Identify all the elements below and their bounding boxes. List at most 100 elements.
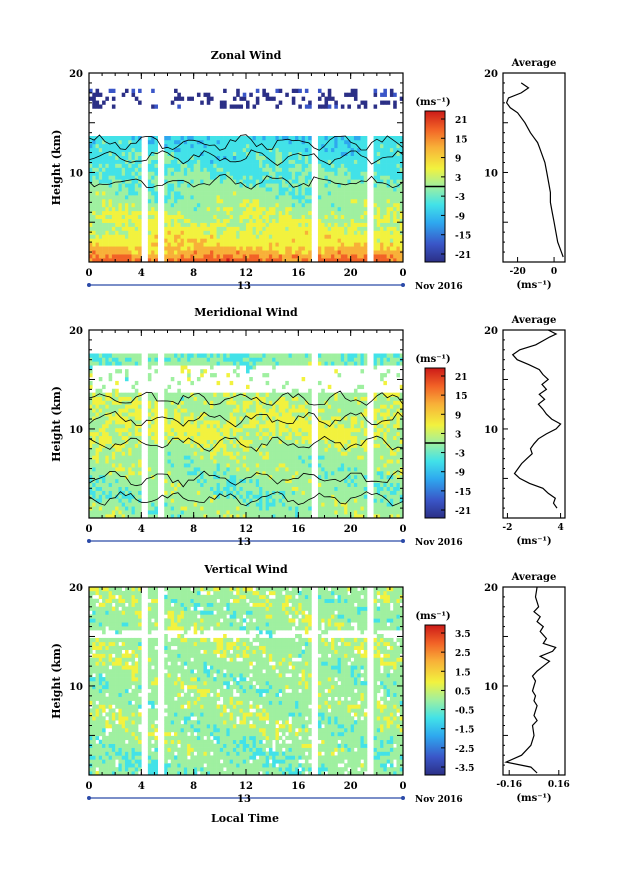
heatmap-cell bbox=[262, 155, 266, 160]
x-tick-label: 20 bbox=[344, 268, 358, 279]
heatmap-cell bbox=[128, 502, 132, 507]
heatmap-cell bbox=[347, 147, 351, 153]
heatmap-cell bbox=[223, 242, 227, 247]
heatmap-cell bbox=[327, 482, 332, 487]
heatmap-cell bbox=[180, 206, 185, 212]
heatmap-cell bbox=[138, 163, 142, 168]
heatmap-cell bbox=[118, 435, 123, 440]
heatmap-cell bbox=[350, 439, 355, 444]
heatmap-cell bbox=[206, 258, 211, 263]
heatmap-cell bbox=[249, 136, 253, 141]
heatmap-cell bbox=[344, 494, 348, 499]
heatmap-cell bbox=[200, 100, 204, 105]
heatmap-cell bbox=[190, 143, 194, 149]
heatmap-cell bbox=[210, 206, 214, 212]
heatmap-cell bbox=[213, 451, 217, 456]
heatmap-cell bbox=[187, 443, 191, 448]
heatmap-cell bbox=[255, 175, 260, 180]
heatmap-cell bbox=[138, 230, 142, 235]
heatmap-cell bbox=[102, 435, 106, 440]
heatmap-cell bbox=[255, 242, 260, 247]
heatmap-cell bbox=[373, 463, 378, 468]
heatmap-cell bbox=[246, 104, 250, 109]
heatmap-cell bbox=[180, 502, 185, 507]
heatmap-cell bbox=[285, 218, 289, 223]
heatmap-cell bbox=[134, 210, 139, 216]
heatmap-cell bbox=[301, 195, 306, 200]
heatmap-cell bbox=[92, 246, 96, 251]
heatmap-cell bbox=[203, 443, 208, 448]
heatmap-cell bbox=[285, 179, 289, 184]
heatmap-cell bbox=[174, 463, 178, 468]
heatmap-cell bbox=[347, 187, 351, 192]
heatmap-cell bbox=[223, 159, 227, 164]
heatmap-cell bbox=[344, 187, 348, 192]
heatmap-cell bbox=[193, 510, 198, 515]
heatmap-cell bbox=[180, 202, 185, 208]
heatmap-cell bbox=[206, 222, 211, 227]
heatmap-cell bbox=[115, 478, 119, 484]
heatmap-cell bbox=[213, 218, 217, 223]
heatmap-cell bbox=[232, 514, 237, 519]
heatmap-cell bbox=[249, 218, 253, 223]
heatmap-cell bbox=[386, 195, 391, 200]
heatmap-cell bbox=[174, 139, 178, 145]
heatmap-cell bbox=[128, 139, 132, 145]
heatmap-cell bbox=[373, 187, 378, 192]
heatmap-cell bbox=[151, 167, 155, 172]
heatmap-cell bbox=[357, 447, 361, 452]
heatmap-cell bbox=[399, 206, 404, 212]
heatmap-cell bbox=[242, 167, 247, 172]
heatmap-cell bbox=[196, 202, 201, 208]
heatmap-cell bbox=[236, 482, 240, 487]
heatmap-cell bbox=[229, 218, 234, 223]
heatmap-cell bbox=[386, 222, 391, 227]
heatmap-cell bbox=[174, 147, 178, 153]
heatmap-cell bbox=[111, 459, 116, 464]
heatmap-cell bbox=[124, 199, 129, 204]
heatmap-cell bbox=[262, 88, 266, 93]
heatmap-cell bbox=[353, 510, 358, 515]
heatmap-cell bbox=[249, 490, 253, 495]
heatmap-cell bbox=[399, 478, 404, 484]
heatmap-cell bbox=[236, 202, 240, 208]
heatmap-cell bbox=[272, 151, 276, 156]
heatmap-cell bbox=[108, 443, 113, 448]
heatmap-cell bbox=[252, 246, 257, 251]
heatmap-cell bbox=[252, 175, 257, 180]
heatmap-cell bbox=[389, 167, 394, 172]
heatmap-cell bbox=[353, 226, 358, 231]
heatmap-cell bbox=[376, 471, 381, 476]
heatmap-cell bbox=[124, 459, 129, 464]
heatmap-cell bbox=[200, 151, 204, 156]
heatmap-cell bbox=[105, 191, 109, 196]
heatmap-cell bbox=[89, 242, 93, 247]
heatmap-cell bbox=[151, 179, 155, 184]
heatmap-cell bbox=[242, 474, 247, 480]
heatmap-cell bbox=[249, 502, 253, 507]
heatmap-cell bbox=[95, 474, 100, 480]
heatmap-cell bbox=[262, 187, 266, 192]
heatmap-cell bbox=[219, 451, 224, 456]
heatmap-cell bbox=[249, 510, 253, 515]
average-y-tick-label: 10 bbox=[484, 168, 498, 179]
heatmap-cell bbox=[174, 471, 178, 476]
heatmap-cell bbox=[223, 474, 227, 480]
heatmap-cell bbox=[98, 195, 103, 200]
heatmap-cell bbox=[268, 474, 273, 480]
heatmap-cell bbox=[288, 443, 293, 448]
heatmap-cell bbox=[396, 151, 401, 156]
heatmap-cell bbox=[89, 463, 93, 468]
heatmap-cell bbox=[154, 163, 158, 168]
heatmap-cell bbox=[360, 199, 365, 204]
heatmap-cell bbox=[170, 151, 175, 156]
heatmap-cell bbox=[386, 246, 391, 251]
heatmap-cell bbox=[350, 510, 355, 515]
heatmap-cell bbox=[210, 498, 214, 503]
heatmap-cell bbox=[350, 447, 355, 452]
heatmap-cell bbox=[383, 139, 387, 145]
heatmap-cell bbox=[399, 218, 404, 223]
heatmap-cell bbox=[380, 482, 384, 487]
heatmap-cell bbox=[206, 482, 211, 487]
heatmap-cell bbox=[216, 258, 221, 263]
